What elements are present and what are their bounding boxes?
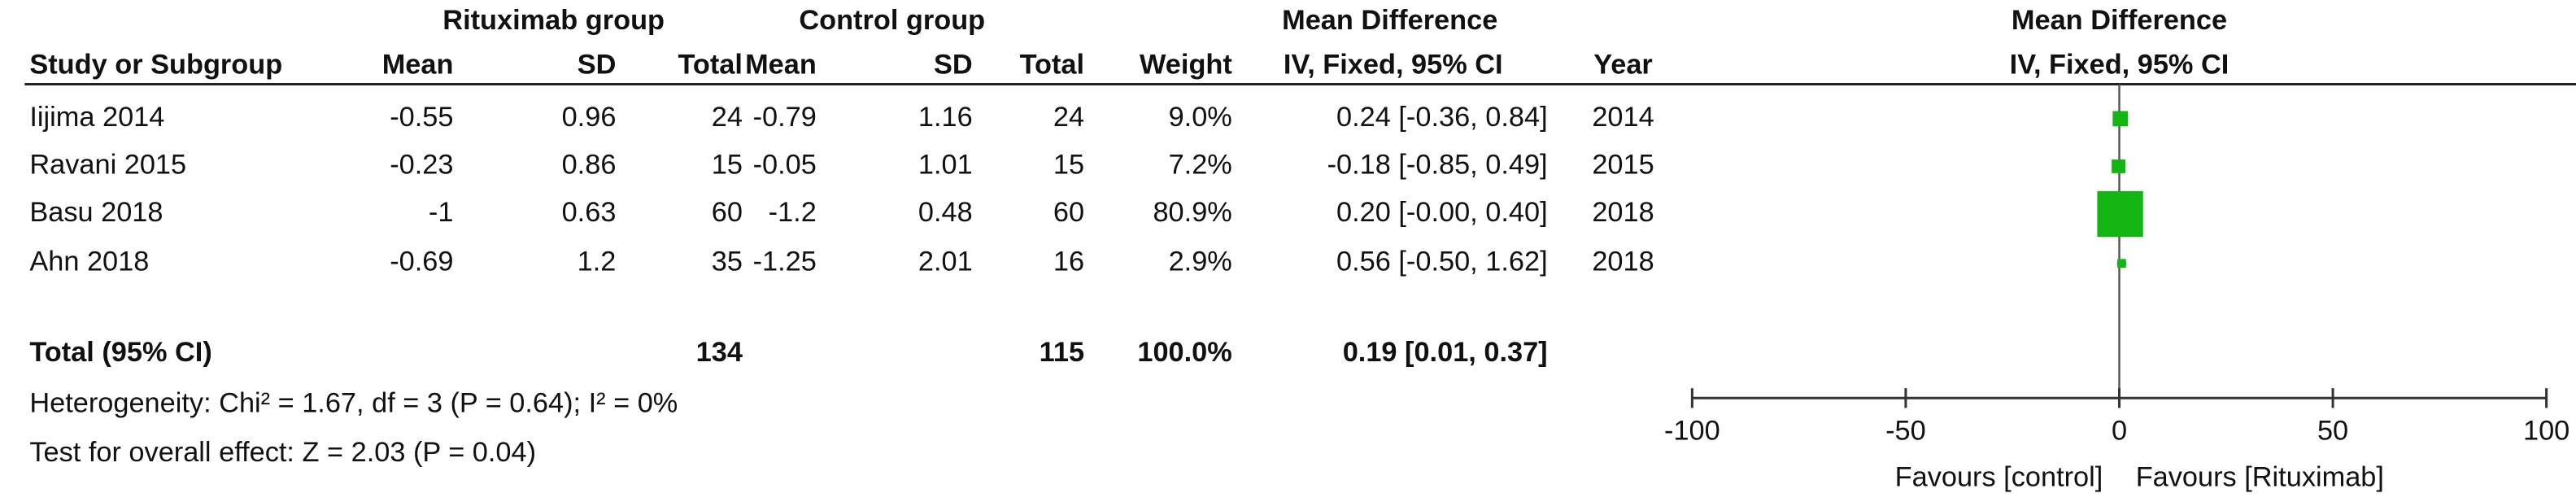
table-cell: 9.0% [1169,102,1232,133]
table-cell: 2018 [1592,247,1654,277]
table-cell: 0.20 [-0.00, 0.40] [1336,197,1548,228]
column-header: Mean [745,49,817,80]
table-cell: 16 [1053,247,1084,277]
table-cell: 24 [1053,102,1084,133]
table-cell: -0.18 [-0.85, 0.49] [1327,150,1548,181]
group-header: Rituximab group [442,5,665,36]
group-header: Control group [799,5,985,36]
table-cell: 7.2% [1169,150,1232,181]
table-cell: 60 [1053,197,1084,228]
table-cell: 2018 [1592,197,1654,228]
table-cell: -1.25 [753,247,817,277]
table-cell: 1.2 [578,247,617,277]
table-cell: 0.48 [918,197,973,228]
estimate-square [2112,111,2129,127]
group-header: Mean Difference [1282,5,1497,36]
table-cell: 15 [1053,150,1084,181]
study-name: Ahn 2018 [29,247,149,277]
table-cell: -0.79 [753,102,817,133]
study-name: Ravani 2015 [29,150,186,181]
table-cell: 2014 [1592,102,1654,133]
table-cell: -1.2 [769,197,817,228]
table-cell: 80.9% [1153,197,1231,228]
table-cell: 15 [712,150,743,181]
table-cell: 2015 [1592,150,1654,181]
x-tick-label: 0 [2112,416,2127,447]
table-cell: 1.16 [918,102,973,133]
x-tick-label: -50 [1885,416,1926,447]
favours-right: Favours [Rituximab] [2136,461,2384,492]
column-header: IV, Fixed, 95% CI [1284,49,1503,80]
total-cell: 100.0% [1137,337,1231,368]
table-cell: 0.63 [562,197,617,228]
table-cell: 0.86 [562,150,617,181]
study-name: Iijima 2014 [29,102,164,133]
column-header: Year [1593,49,1653,80]
x-tick-label: 100 [2523,416,2569,447]
x-tick-label: 50 [2317,416,2348,447]
table-cell: 35 [712,247,743,277]
table-cell: 2.9% [1169,247,1232,277]
table-cell: 0.56 [-0.50, 1.62] [1336,247,1548,277]
column-header: SD [934,49,973,80]
estimate-square [2112,159,2125,173]
heterogeneity: Heterogeneity: Chi² = 1.67, df = 3 (P = … [29,387,678,418]
total-cell: Total (95% CI) [29,337,211,368]
total-cell: 134 [696,337,743,368]
column-header: Total [1020,49,1084,80]
column-header: Study or Subgroup [29,49,282,80]
table-cell: -0.23 [390,150,453,181]
total-cell: 0.19 [0.01, 0.37] [1343,337,1548,368]
table-cell: -0.69 [390,247,453,277]
total-cell: 115 [1040,337,1084,368]
table-cell: 24 [712,102,743,133]
table-cell: 1.01 [918,150,973,181]
table-cell: -0.55 [390,102,453,133]
column-header: Weight [1140,49,1232,80]
column-header: Total [678,49,742,80]
x-tick-label: -100 [1664,416,1720,447]
overall-effect: Test for overall effect: Z = 2.03 (P = 0… [29,437,536,468]
estimate-square [2117,259,2126,268]
table-cell: 0.96 [562,102,617,133]
table-cell: -1 [429,197,454,228]
favours-left: Favours [control] [1895,461,2103,492]
table-cell: 0.24 [-0.36, 0.84] [1336,102,1548,133]
plot-title: Mean Difference [2012,5,2227,36]
table-cell: 60 [712,197,743,228]
plot-subtitle: IV, Fixed, 95% CI [2010,49,2229,80]
table-cell: 2.01 [918,247,973,277]
study-name: Basu 2018 [29,197,163,228]
estimate-square [2097,190,2143,238]
column-header: SD [578,49,617,80]
column-header: Mean [382,49,454,80]
table-cell: -0.05 [753,150,817,181]
